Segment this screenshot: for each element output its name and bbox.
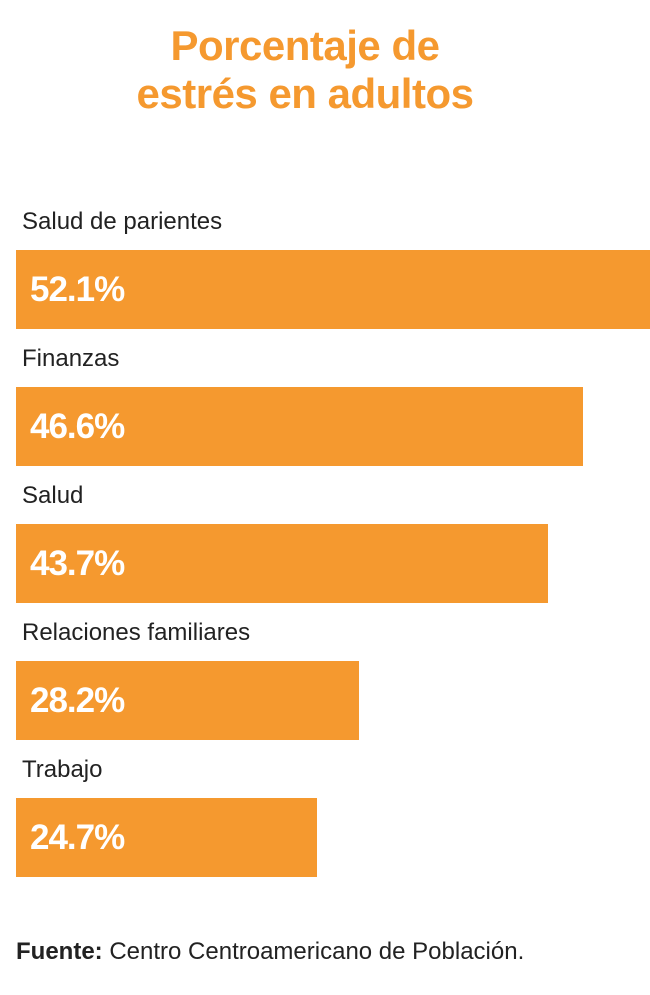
bar xyxy=(16,387,583,466)
value-label: 28.2% xyxy=(30,681,125,720)
category-label: Salud xyxy=(22,482,84,509)
value-label: 52.1% xyxy=(30,270,125,309)
value-label: 24.7% xyxy=(30,818,125,857)
chart-title-line-2: estrés en adultos xyxy=(136,70,474,117)
category-label: Salud de parientes xyxy=(22,208,223,235)
bar xyxy=(16,524,548,603)
source-label: Fuente: xyxy=(16,938,103,965)
bar xyxy=(16,798,317,877)
bar xyxy=(16,250,650,329)
source-note: Fuente: Centro Centroamericano de Poblac… xyxy=(16,938,524,966)
source-text: Centro Centroamericano de Población. xyxy=(109,938,525,965)
chart-title-line-1: Porcentaje de xyxy=(170,22,440,69)
category-label: Finanzas xyxy=(22,345,120,372)
category-label: Trabajo xyxy=(22,756,103,783)
value-label: 43.7% xyxy=(30,544,125,583)
category-label: Relaciones familiares xyxy=(22,619,251,646)
chart-title: Porcentaje de estrés en adultos xyxy=(0,22,610,118)
bar xyxy=(16,661,359,740)
value-label: 46.6% xyxy=(30,407,125,446)
